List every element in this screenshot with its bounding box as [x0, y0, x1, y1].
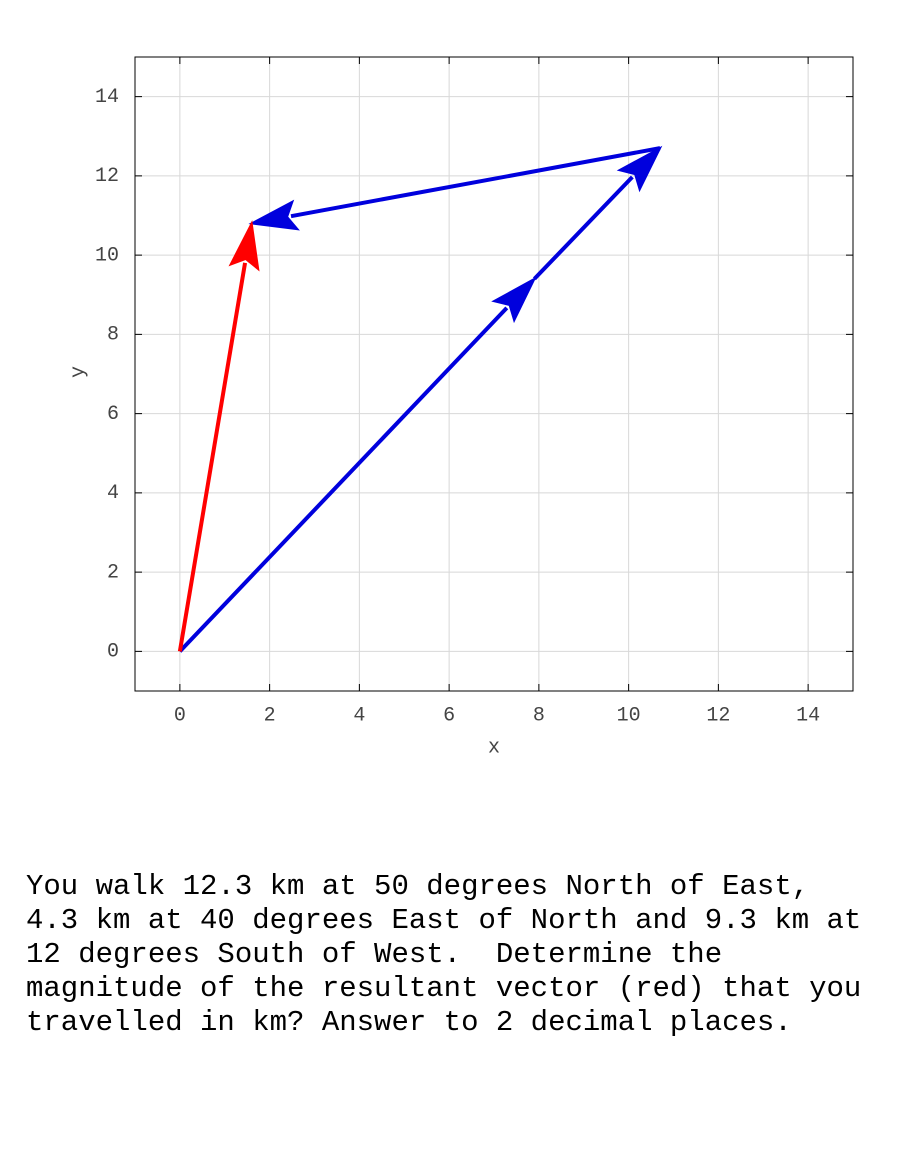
question: You walk 12.3 km at 50 degrees North of …: [26, 870, 861, 1040]
y-tick-label: 4: [107, 482, 119, 505]
y-tick-label: 12: [95, 165, 119, 188]
arrowhead: [616, 145, 663, 193]
question-line: travelled in km? Answer to 2 decimal pla…: [26, 1006, 792, 1039]
grid: [135, 57, 853, 691]
y-tick-label: 8: [107, 324, 119, 347]
question-line: 12 degrees South of West. Determine the: [26, 938, 723, 971]
y-tick-label: 0: [107, 641, 119, 664]
arrowhead: [248, 199, 300, 231]
vector-shaft: [177, 262, 248, 652]
question-line: You walk 12.3 km at 50 degrees North of …: [26, 870, 810, 903]
plot-frame: [134, 56, 854, 692]
question-line: 4.3 km at 40 degrees East of North and 9…: [26, 904, 862, 937]
vector: [248, 146, 661, 231]
y-tick-label: 10: [95, 244, 119, 267]
chart: x y 0 2 4 6 8 10 12 14 0 2 4 6 8 10 12 14: [67, 56, 854, 759]
x-tick-label: 14: [796, 704, 820, 727]
x-axis-label: x: [488, 736, 500, 759]
vector: [178, 276, 537, 653]
x-tick-label: 10: [617, 704, 641, 727]
y-tick-label: 6: [107, 403, 119, 426]
x-tick-label: 0: [174, 704, 186, 727]
x-tick-label: 4: [353, 704, 365, 727]
x-tick-label: 12: [706, 704, 730, 727]
arrowhead: [491, 276, 537, 324]
x-tick-label: 2: [264, 704, 276, 727]
y-tick-label: 14: [95, 86, 119, 109]
vector: [177, 220, 260, 652]
arrowhead: [228, 220, 260, 272]
x-tick-label: 6: [443, 704, 455, 727]
vector: [532, 145, 663, 281]
y-tick-label: 2: [107, 561, 119, 584]
x-tick-label: 8: [533, 704, 545, 727]
vector-shaft: [290, 146, 661, 219]
vector-shaft: [532, 175, 634, 281]
question-line: magnitude of the resultant vector (red) …: [26, 972, 862, 1005]
vector-shaft: [178, 306, 509, 653]
y-axis-label: y: [67, 366, 90, 378]
